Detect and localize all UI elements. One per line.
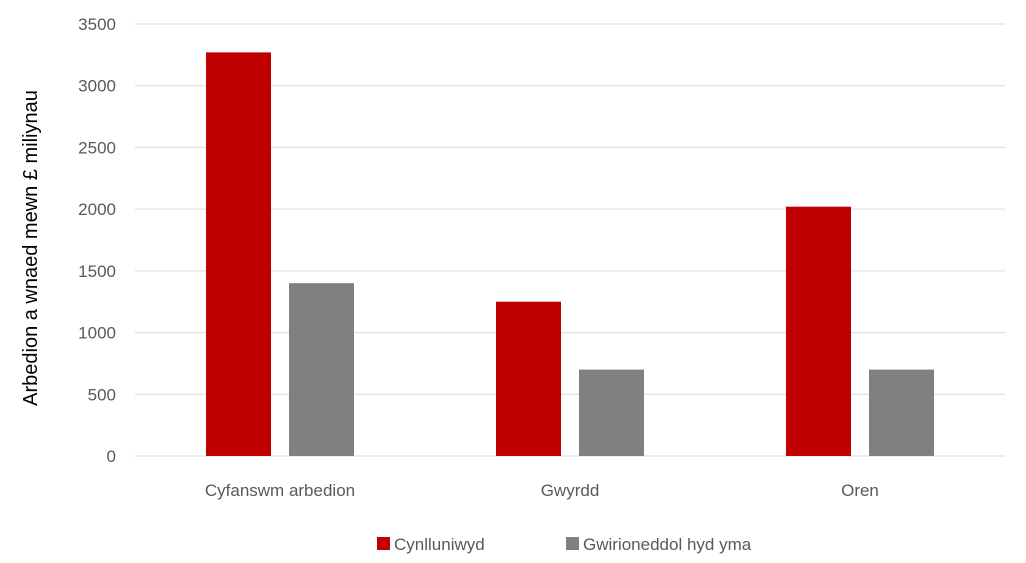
legend: Cynlluniwyd Gwirioneddol hyd yma bbox=[377, 535, 752, 554]
x-category-label: Oren bbox=[841, 481, 879, 500]
legend-swatch bbox=[377, 537, 390, 550]
bar-actual bbox=[289, 283, 354, 456]
y-axis-title: Arbedion a wnaed mewn £ miliynau bbox=[20, 90, 42, 406]
y-tick-label: 1000 bbox=[78, 324, 116, 343]
x-axis-categories: Cyfanswm arbedion Gwyrdd Oren bbox=[205, 481, 879, 500]
y-tick-label: 500 bbox=[88, 385, 116, 404]
bar-planned bbox=[786, 206, 851, 456]
bars bbox=[206, 52, 934, 456]
x-category-label: Gwyrdd bbox=[541, 481, 600, 500]
y-tick-label: 3000 bbox=[78, 77, 116, 96]
y-tick-label: 2000 bbox=[78, 200, 116, 219]
y-tick-label: 1500 bbox=[78, 262, 116, 281]
legend-swatch bbox=[566, 537, 579, 550]
legend-label: Cynlluniwyd bbox=[394, 535, 485, 554]
legend-label: Gwirioneddol hyd yma bbox=[583, 535, 752, 554]
x-category-label: Cyfanswm arbedion bbox=[205, 481, 355, 500]
bar-actual bbox=[579, 369, 644, 456]
y-tick-label: 0 bbox=[107, 447, 116, 466]
bar-planned bbox=[206, 52, 271, 456]
y-tick-label: 2500 bbox=[78, 138, 116, 157]
y-axis-ticks: 0 500 1000 1500 2000 2500 3000 3500 bbox=[78, 15, 116, 466]
gridlines bbox=[135, 23, 1005, 457]
y-tick-label: 3500 bbox=[78, 15, 116, 34]
bar-planned bbox=[496, 301, 561, 456]
bar-actual bbox=[869, 369, 934, 456]
